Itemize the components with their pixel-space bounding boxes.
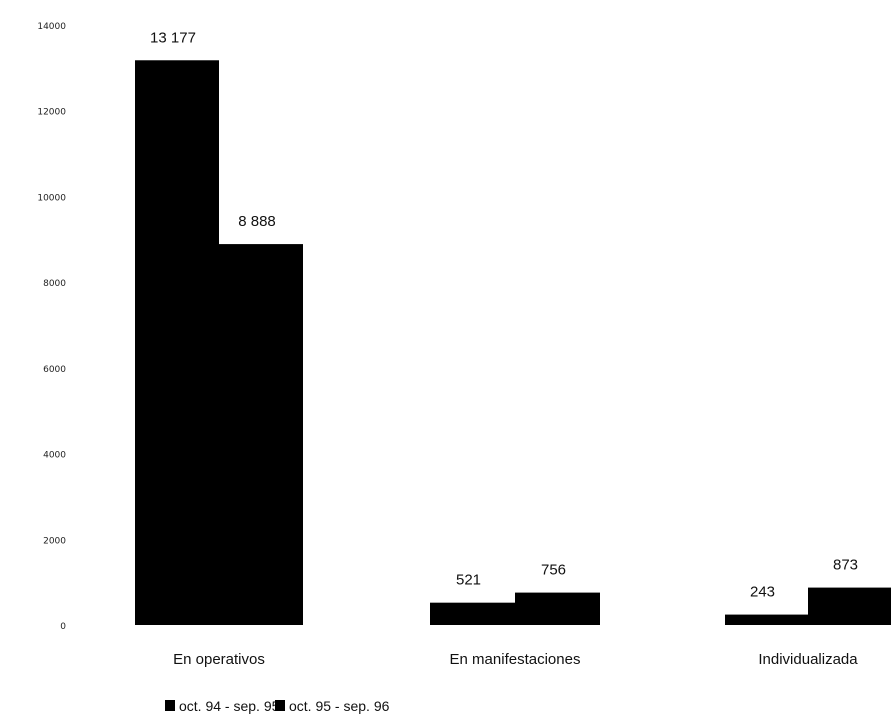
legend: oct. 94 - sep. 95 oct. 95 - sep. 96 [165, 698, 390, 714]
data-label: 521 [456, 572, 481, 589]
legend-swatch [165, 700, 175, 711]
category-label: Individualizada [758, 651, 858, 668]
y-tick-label: 4000 [43, 451, 66, 461]
bar [135, 60, 219, 626]
category-labels: En operativos En manifestaciones Individua… [173, 651, 858, 668]
y-tick-label: 2000 [43, 536, 66, 546]
bar [808, 587, 891, 625]
bar [430, 602, 515, 625]
y-tick-label: 12000 [37, 108, 66, 118]
data-label: 756 [541, 562, 566, 579]
category-label: En operativos [173, 651, 265, 668]
y-tick-label: 8000 [43, 279, 66, 289]
bar [515, 592, 600, 625]
legend-label: oct. 94 - sep. 95 [179, 698, 280, 714]
y-axis-ticks: 14000 12000 10000 8000 6000 4000 2000 0 [37, 22, 66, 632]
data-label: 243 [750, 584, 775, 601]
y-tick-label: 6000 [43, 365, 66, 375]
legend-label: oct. 95 - sep. 96 [289, 698, 390, 714]
y-tick-label: 0 [60, 622, 66, 632]
bars [135, 60, 891, 626]
data-label: 8 888 [238, 213, 276, 230]
data-label: 13 177 [150, 29, 196, 46]
y-tick-label: 14000 [37, 22, 66, 32]
legend-swatch [275, 700, 285, 711]
data-label: 873 [833, 557, 858, 574]
bar [219, 244, 303, 626]
bar [725, 614, 808, 625]
data-labels: 13 177 8 888 521 756 243 873 [150, 29, 858, 600]
category-label: En manifestaciones [450, 651, 581, 668]
y-tick-label: 10000 [37, 193, 66, 203]
